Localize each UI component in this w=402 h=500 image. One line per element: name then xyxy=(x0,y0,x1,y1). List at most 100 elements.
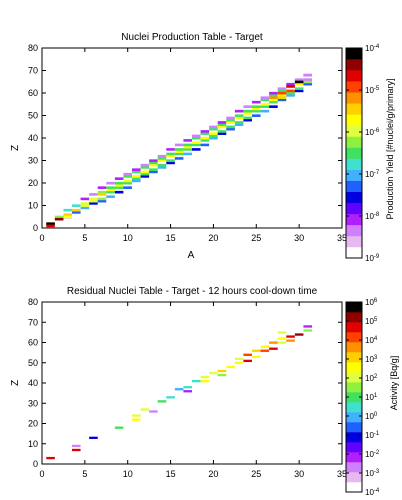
heatmap-cell xyxy=(106,190,115,194)
x-tick-label: 20 xyxy=(208,469,218,479)
heatmap-cell xyxy=(166,161,175,165)
heatmap-cell xyxy=(72,444,81,448)
colorbar-segment xyxy=(346,147,362,159)
colorbar-segment xyxy=(346,246,362,259)
heatmap-cell xyxy=(217,123,227,126)
heatmap-cell xyxy=(303,325,312,328)
colorbar-tick-label: 105 xyxy=(365,317,378,326)
heatmap-cell xyxy=(192,141,201,144)
heatmap-cell xyxy=(269,100,278,104)
heatmap-cell xyxy=(217,130,227,133)
heatmap-cell xyxy=(217,369,227,373)
heatmap-cell xyxy=(166,159,175,162)
heatmap-cell xyxy=(89,193,98,196)
heatmap-cell xyxy=(234,114,244,117)
heatmap-cell xyxy=(226,127,235,131)
x-tick-label: 5 xyxy=(82,233,87,243)
colorbar-segment xyxy=(346,191,362,204)
heatmap-cell xyxy=(140,166,150,169)
colorbar-label: Production Yield [#nuclei/g/primary] xyxy=(385,78,395,219)
heatmap-cell xyxy=(132,168,141,171)
heatmap-cell xyxy=(114,426,124,429)
heatmap-cell xyxy=(277,341,287,344)
colorbar-tick-label: 10-8 xyxy=(365,212,380,221)
heatmap-cell xyxy=(149,163,158,167)
heatmap-cell xyxy=(140,408,150,411)
heatmap-cell xyxy=(269,91,278,95)
x-axis-label: A xyxy=(188,250,195,261)
heatmap-cell xyxy=(149,410,158,413)
heatmap-cell xyxy=(174,150,184,153)
colorbar-segment xyxy=(346,442,362,453)
y-tick-label: 70 xyxy=(28,317,38,327)
colorbar-segment xyxy=(346,224,362,237)
heatmap-cell xyxy=(157,166,167,169)
heatmap-cell xyxy=(114,184,124,187)
heatmap-cell xyxy=(200,132,210,135)
heatmap-cell xyxy=(260,349,270,352)
heatmap-cell xyxy=(46,224,55,228)
heatmap-cell xyxy=(97,193,107,196)
colorbar-segment xyxy=(346,462,362,473)
plot-frame xyxy=(41,301,343,465)
y-tick-label: 20 xyxy=(28,419,38,429)
heatmap-cell xyxy=(192,134,201,138)
heatmap-cell xyxy=(80,206,90,210)
colorbar-tick-label: 100 xyxy=(365,412,378,421)
heatmap-cell xyxy=(89,199,98,203)
colorbar-segment xyxy=(346,332,362,343)
heatmap-cell xyxy=(149,168,158,171)
colorbar-segment xyxy=(346,70,362,82)
heatmap-cell xyxy=(234,116,244,120)
colorbar-segment xyxy=(346,372,362,383)
heatmap-cell xyxy=(209,132,218,135)
heatmap-cell xyxy=(46,222,55,225)
heatmap-cell xyxy=(72,204,81,207)
heatmap-cell xyxy=(97,199,107,203)
heatmap-cell xyxy=(132,175,141,178)
heatmap-cell xyxy=(260,98,270,102)
heatmap-cell xyxy=(192,148,201,151)
heatmap-cell xyxy=(243,112,252,115)
heatmap-cell xyxy=(209,371,218,375)
y-axis-label: Z xyxy=(10,380,21,386)
heatmap-cell xyxy=(200,143,210,147)
heatmap-cell xyxy=(140,175,150,178)
colorbar-segment xyxy=(346,169,362,181)
heatmap-cell xyxy=(89,202,98,205)
heatmap-cell xyxy=(174,388,184,391)
x-tick-label: 30 xyxy=(294,469,304,479)
heatmap-cell xyxy=(97,197,107,201)
heatmap-cell xyxy=(294,78,304,81)
heatmap-cell xyxy=(209,125,218,129)
heatmap-cell xyxy=(243,109,252,113)
heatmap-cell xyxy=(174,152,184,156)
x-tick-label: 0 xyxy=(39,469,44,479)
heatmap-cell xyxy=(183,148,192,151)
heatmap-cell xyxy=(132,177,141,180)
heatmap-cell xyxy=(97,190,107,194)
heatmap-cell xyxy=(234,109,244,113)
heatmap-cell xyxy=(140,172,150,176)
heatmap-cell xyxy=(260,109,270,113)
heatmap-cell xyxy=(114,181,124,185)
heatmap-cell xyxy=(260,103,270,106)
colorbar-segment xyxy=(346,382,362,393)
heatmap-cell xyxy=(140,163,150,167)
colorbar-segment xyxy=(346,482,362,493)
heatmap-cell xyxy=(252,349,261,352)
heatmap-cell xyxy=(97,186,107,189)
heatmap-cell xyxy=(252,355,261,358)
heatmap-cell xyxy=(72,208,81,212)
heatmap-cell xyxy=(132,170,141,174)
colorbar-segment xyxy=(346,362,362,373)
heatmap-cell xyxy=(277,87,287,90)
heatmap-cell xyxy=(260,105,270,108)
colorbar-segment xyxy=(346,302,362,313)
heatmap-cell xyxy=(106,186,115,189)
heatmap-cell xyxy=(294,89,304,93)
y-tick-label: 10 xyxy=(28,439,38,449)
heatmap-cell xyxy=(277,98,287,102)
heatmap-cell xyxy=(183,139,192,142)
